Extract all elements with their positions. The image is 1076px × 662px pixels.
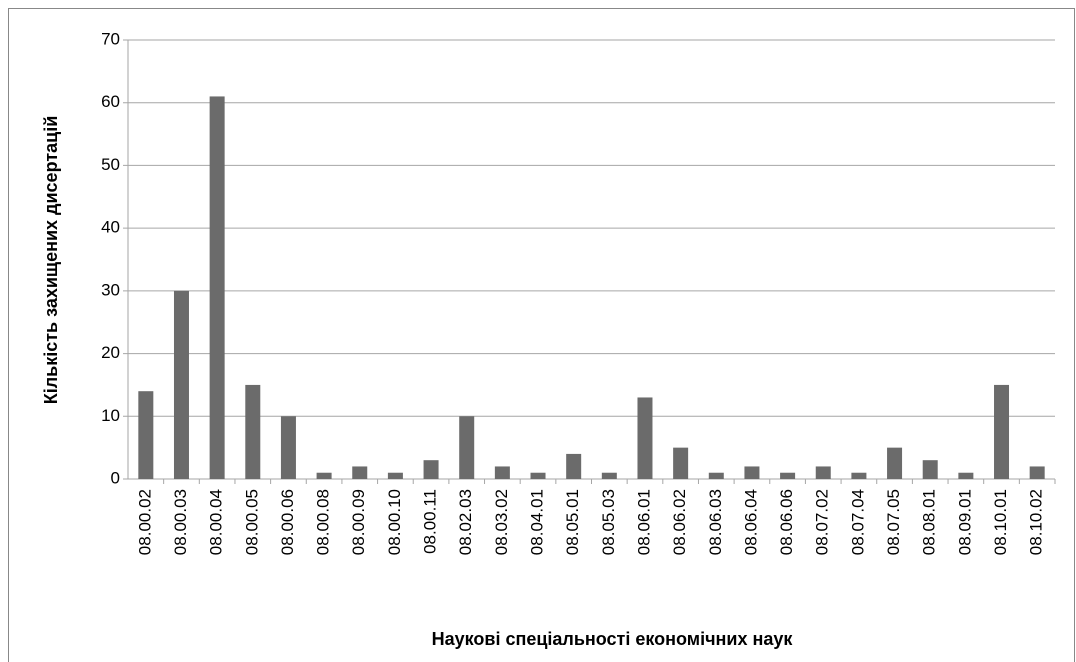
bar	[245, 384, 261, 479]
x-tick-label: 08.00.09	[349, 489, 368, 555]
x-tick-label: 08.00.05	[242, 489, 261, 555]
x-tick-label: 08.09.01	[955, 489, 974, 555]
bar	[637, 397, 653, 479]
x-axis-title: Наукові спеціальності економічних наук	[432, 629, 794, 649]
x-tick-label: 08.06.01	[634, 489, 653, 555]
x-tick-label: 08.06.03	[706, 489, 725, 555]
bar	[922, 460, 938, 479]
bar	[601, 472, 617, 479]
x-tick-label: 08.05.01	[563, 489, 582, 555]
y-tick-label: 0	[111, 468, 120, 487]
bar	[780, 472, 796, 479]
y-tick-label: 30	[101, 280, 120, 299]
x-tick-label: 08.00.08	[314, 489, 333, 555]
bar	[994, 384, 1010, 479]
x-tick-label: 08.08.01	[920, 489, 939, 555]
bar	[138, 391, 154, 479]
bar	[744, 466, 760, 479]
bar	[173, 290, 189, 479]
y-axis-title: Кількість захищених дисертацій	[41, 116, 61, 405]
bar	[494, 466, 510, 479]
x-tick-label: 08.04.01	[528, 489, 547, 555]
x-tick-label: 08.00.03	[171, 489, 190, 555]
y-tick-label: 70	[101, 29, 120, 48]
y-tick-label: 50	[101, 155, 120, 174]
y-tick-label: 40	[101, 218, 120, 237]
bar	[280, 416, 296, 479]
y-tick-label: 60	[101, 92, 120, 111]
x-tick-label: 08.00.04	[207, 489, 226, 555]
x-tick-label: 08.10.02	[1027, 489, 1046, 555]
x-tick-label: 08.06.02	[670, 489, 689, 555]
bar	[387, 472, 403, 479]
bar	[815, 466, 831, 479]
bar	[459, 416, 475, 479]
y-tick-label: 20	[101, 343, 120, 362]
x-tick-label: 08.06.06	[777, 489, 796, 555]
bar	[708, 472, 724, 479]
bar	[423, 460, 439, 479]
x-tick-label: 08.00.11	[421, 489, 440, 554]
x-tick-label: 08.00.10	[385, 489, 404, 555]
x-tick-label: 08.10.01	[991, 489, 1010, 555]
bar	[352, 466, 368, 479]
x-tick-label: 08.02.03	[456, 489, 475, 555]
bar	[958, 472, 974, 479]
bar	[851, 472, 867, 479]
x-tick-label: 08.07.04	[848, 489, 867, 555]
x-tick-label: 08.07.02	[813, 489, 832, 555]
x-tick-label: 08.05.03	[599, 489, 618, 555]
bar	[209, 96, 225, 479]
bar	[887, 447, 903, 479]
x-tick-label: 08.00.02	[135, 489, 154, 555]
bar	[530, 472, 546, 479]
y-tick-label: 10	[101, 406, 120, 425]
x-tick-label: 08.00.06	[278, 489, 297, 555]
bar	[1029, 466, 1045, 479]
bar	[316, 472, 332, 479]
x-tick-label: 08.06.04	[741, 489, 760, 555]
bar	[673, 447, 689, 479]
x-tick-label: 08.03.02	[492, 489, 511, 555]
chart-border	[8, 8, 1075, 662]
bar	[566, 453, 582, 479]
x-tick-label: 08.07.05	[884, 489, 903, 555]
